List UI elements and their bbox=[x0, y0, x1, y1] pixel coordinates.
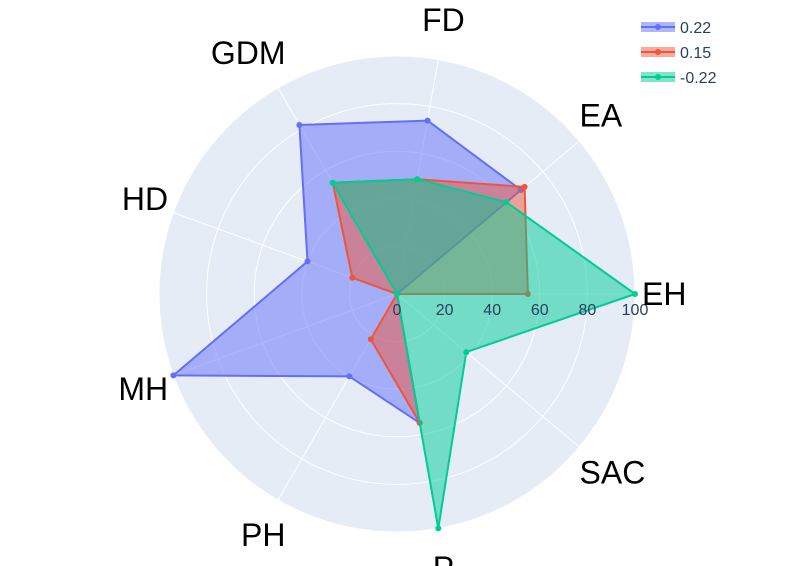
legend-label: 0.22 bbox=[680, 20, 711, 37]
axis-label-ea: EA bbox=[580, 97, 623, 133]
axis-label-p: P bbox=[433, 550, 454, 566]
axis-label-eh: EH bbox=[642, 276, 686, 312]
series-layer bbox=[170, 117, 638, 532]
data-point-sac bbox=[463, 349, 470, 356]
data-point-ea bbox=[521, 183, 528, 190]
legend-swatch-marker bbox=[655, 24, 661, 30]
axis-label-gdm: GDM bbox=[211, 35, 286, 71]
radial-tick-label: 40 bbox=[483, 302, 501, 319]
data-point-ea bbox=[503, 199, 510, 206]
data-point-gdm bbox=[296, 122, 303, 128]
data-point-hd bbox=[304, 258, 311, 265]
axis-label-mh: MH bbox=[118, 371, 168, 407]
series-area-3 bbox=[331, 178, 636, 530]
radial-tick-label: 100 bbox=[622, 302, 649, 319]
legend-swatch-marker bbox=[655, 74, 661, 80]
radial-tick-labels: 0 20 40 60 80 100 bbox=[393, 302, 649, 319]
data-point-hd bbox=[349, 274, 356, 281]
legend-swatch-marker bbox=[655, 49, 661, 55]
legend-label: -0.22 bbox=[680, 70, 717, 87]
radial-tick-label: 20 bbox=[436, 302, 454, 319]
data-point-mh bbox=[170, 372, 177, 379]
data-point-ph bbox=[394, 291, 400, 297]
data-point-ph bbox=[346, 373, 353, 380]
data-point-gdm bbox=[329, 179, 336, 186]
axis-label-sac: SAC bbox=[580, 455, 646, 491]
data-point-ph bbox=[367, 336, 374, 343]
data-point-fd bbox=[424, 117, 431, 124]
series-3 bbox=[329, 176, 638, 532]
data-point-eh bbox=[632, 291, 638, 297]
radial-tick-label: 80 bbox=[579, 302, 597, 319]
data-point-p bbox=[435, 525, 442, 532]
radial-tick-label: 0 bbox=[393, 302, 402, 319]
legend-item-3[interactable]: -0.22 bbox=[641, 70, 717, 87]
axis-label-hd: HD bbox=[122, 181, 168, 217]
legend-item-2[interactable]: 0.15 bbox=[641, 45, 711, 62]
axis-label-ph: PH bbox=[241, 517, 285, 553]
legend-label: 0.15 bbox=[680, 45, 711, 62]
radial-tick-label: 60 bbox=[531, 302, 549, 319]
legend[interactable]: 0.22 0.15 -0.22 bbox=[641, 20, 717, 87]
angular-axis-labels: EH EA FD GDM HD MH PH P SAC bbox=[118, 2, 686, 566]
legend-item-1[interactable]: 0.22 bbox=[641, 20, 711, 37]
axis-label-fd: FD bbox=[422, 2, 465, 38]
data-point-fd bbox=[414, 176, 421, 183]
